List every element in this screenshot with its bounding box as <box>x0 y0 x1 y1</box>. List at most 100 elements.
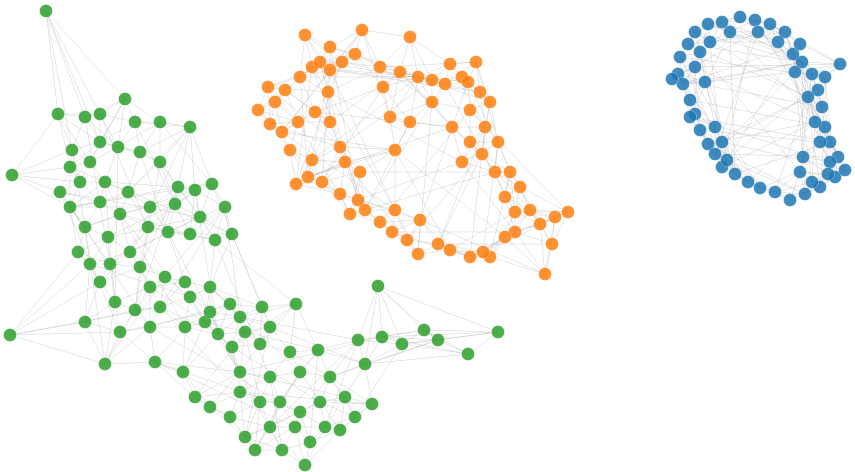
edge <box>11 149 73 176</box>
edge <box>329 71 401 123</box>
edge <box>9 331 121 336</box>
edge <box>194 371 241 398</box>
edge <box>71 149 86 228</box>
node <box>688 60 702 74</box>
edge <box>69 206 79 253</box>
node <box>233 365 247 379</box>
node <box>411 70 425 84</box>
node <box>288 420 302 434</box>
edge <box>361 29 391 118</box>
edge <box>359 149 396 173</box>
node <box>788 65 802 79</box>
edge <box>127 161 161 193</box>
edge <box>84 281 101 323</box>
edge <box>361 29 411 38</box>
edge <box>269 376 283 451</box>
node <box>665 72 679 86</box>
edge <box>295 303 319 351</box>
edge <box>9 251 79 336</box>
node <box>278 83 292 97</box>
edge <box>84 321 106 365</box>
node <box>275 443 289 457</box>
edge <box>329 339 439 378</box>
edge <box>821 106 839 158</box>
node <box>153 115 167 129</box>
node <box>783 193 797 207</box>
edge <box>99 113 149 228</box>
edge <box>104 181 179 188</box>
node <box>178 320 192 334</box>
edge <box>721 21 779 43</box>
node <box>3 328 17 342</box>
node <box>208 233 222 247</box>
node <box>261 80 275 94</box>
edge <box>189 206 226 235</box>
edge <box>321 91 329 183</box>
node <box>821 167 835 181</box>
edge <box>209 233 233 288</box>
node <box>561 205 575 219</box>
edge <box>84 226 106 365</box>
node <box>338 390 352 404</box>
edge <box>11 113 59 176</box>
node <box>63 160 77 174</box>
node <box>778 25 792 39</box>
node <box>413 213 427 227</box>
edge <box>289 149 341 195</box>
node <box>5 168 19 182</box>
edge <box>69 206 111 265</box>
node <box>128 303 142 317</box>
node <box>108 295 122 309</box>
edge <box>721 121 816 168</box>
node <box>833 57 847 71</box>
edge <box>84 98 126 118</box>
node <box>225 340 239 354</box>
node <box>503 165 517 179</box>
edge <box>354 343 403 418</box>
edge <box>389 71 401 118</box>
edge <box>489 256 546 275</box>
edge <box>357 161 463 201</box>
node <box>708 120 722 134</box>
edge <box>59 191 201 218</box>
node <box>698 75 712 89</box>
node <box>63 200 77 214</box>
edge <box>154 361 196 398</box>
edge <box>9 334 106 365</box>
edge <box>129 126 191 253</box>
node <box>351 333 365 347</box>
edge <box>364 343 403 365</box>
edge <box>254 371 301 451</box>
edge <box>794 63 841 73</box>
node <box>53 185 67 199</box>
node <box>443 57 457 71</box>
edge <box>699 51 801 173</box>
node <box>723 25 737 39</box>
edge <box>134 161 161 311</box>
edge <box>89 98 126 163</box>
node <box>733 10 747 24</box>
node <box>508 205 522 219</box>
edge <box>689 31 731 118</box>
node <box>688 25 702 39</box>
edge <box>709 31 786 43</box>
node <box>681 37 695 51</box>
node <box>491 135 505 149</box>
edge <box>699 129 821 143</box>
edge <box>9 263 91 336</box>
edge <box>381 329 425 338</box>
node <box>158 270 172 284</box>
edge <box>381 336 439 341</box>
node <box>248 443 262 457</box>
edge <box>409 76 419 123</box>
edge <box>99 98 126 143</box>
edge <box>99 266 141 283</box>
edge <box>694 66 701 131</box>
edge <box>11 174 81 183</box>
node <box>786 47 800 61</box>
edge <box>209 239 216 288</box>
edge <box>204 321 319 351</box>
edge <box>504 236 546 275</box>
edge <box>707 23 794 55</box>
node <box>183 290 197 304</box>
